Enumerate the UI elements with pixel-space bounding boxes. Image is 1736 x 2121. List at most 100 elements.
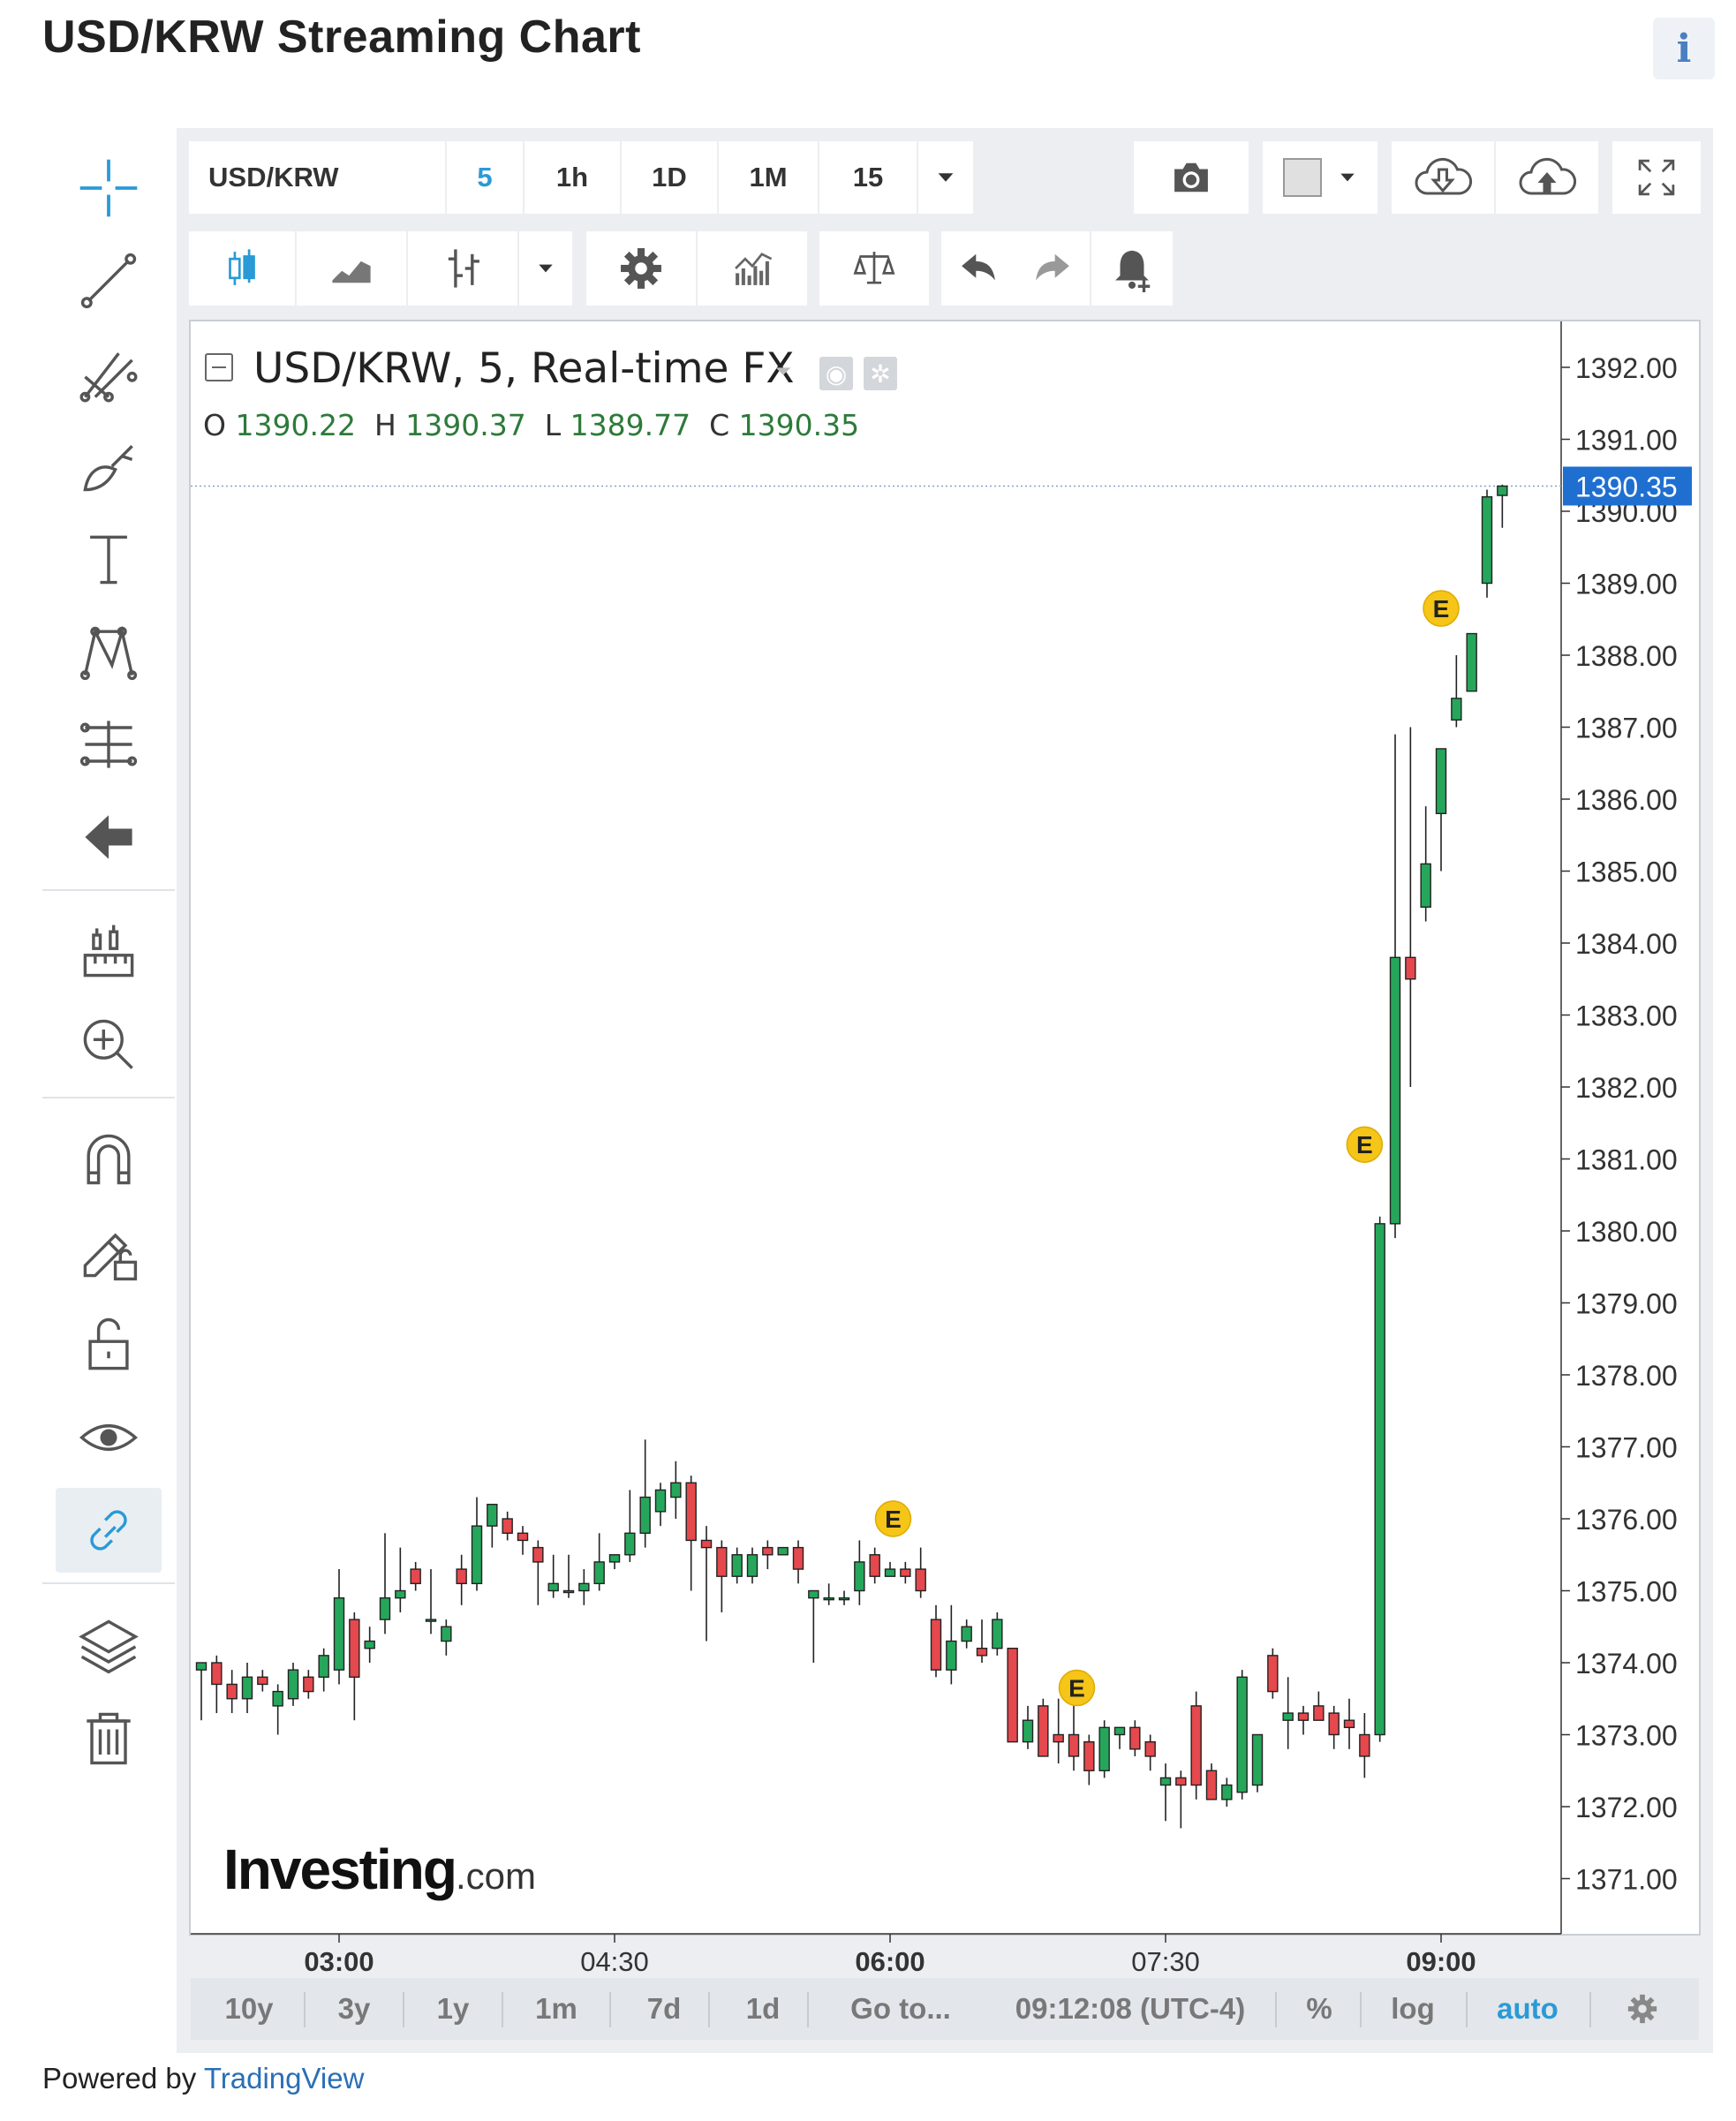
prediction-icon[interactable] — [56, 702, 162, 787]
range-1m-button[interactable]: 1m — [535, 1992, 577, 2025]
candle — [792, 1540, 804, 1584]
range-10y-button[interactable]: 10y — [224, 1992, 274, 2025]
event-marker[interactable]: E — [1346, 1126, 1384, 1163]
chevron-down-icon[interactable] — [773, 360, 794, 381]
text-icon[interactable] — [56, 517, 162, 601]
auto-scale-button[interactable]: auto — [1497, 1992, 1559, 2025]
event-marker[interactable]: E — [1058, 1669, 1096, 1707]
candle — [1374, 1216, 1385, 1742]
trash-icon[interactable] — [56, 1695, 162, 1780]
eye-visibility-icon[interactable]: ◉ — [819, 357, 853, 390]
brush-icon[interactable] — [56, 424, 162, 509]
candle — [379, 1533, 391, 1634]
compare-button[interactable] — [408, 231, 517, 306]
candle — [1022, 1705, 1034, 1749]
tradingview-link[interactable]: TradingView — [203, 2062, 365, 2095]
layers-icon[interactable] — [56, 1603, 162, 1687]
chart-pane[interactable] — [189, 320, 1701, 1936]
line-chart-icon — [332, 260, 371, 283]
chart-settings-button[interactable] — [1616, 1985, 1669, 2033]
indicators-button[interactable] — [698, 231, 807, 306]
candle — [318, 1648, 329, 1692]
load-chart-button[interactable] — [1392, 141, 1494, 214]
percent-scale-button[interactable]: % — [1306, 1992, 1332, 2025]
interval-1d-button[interactable]: 1D — [622, 141, 717, 214]
open-value: 1390.22 — [235, 408, 356, 442]
range-1y-button[interactable]: 1y — [436, 1992, 470, 2025]
symbol-search-input[interactable]: USD/KRW — [189, 141, 445, 214]
zoom-in-icon[interactable] — [56, 1002, 162, 1087]
candle — [1267, 1648, 1279, 1699]
y-tick-label: 1388.00 — [1575, 640, 1678, 672]
clock-readout[interactable]: 09:12:08 (UTC-4) — [1015, 1992, 1246, 2025]
trend-line-icon[interactable] — [56, 238, 162, 323]
alert-button[interactable] — [1091, 231, 1173, 306]
fullscreen-button[interactable] — [1612, 141, 1701, 214]
candle — [746, 1547, 759, 1584]
legend-collapse-button[interactable] — [205, 353, 233, 381]
indicators-icon — [735, 253, 773, 285]
interval-1h-button[interactable]: 1h — [525, 141, 620, 214]
measure-icon[interactable] — [56, 910, 162, 994]
range-3y-button[interactable]: 3y — [337, 1992, 371, 2025]
candle — [1313, 1691, 1325, 1721]
candle — [562, 1554, 575, 1598]
lock-drawing-icon[interactable] — [56, 1210, 162, 1294]
goto-button[interactable]: Go to... — [850, 1992, 951, 2025]
candle — [1068, 1705, 1080, 1771]
range-7d-button[interactable]: 7d — [646, 1992, 682, 2025]
candle — [854, 1540, 865, 1605]
svg-text:E: E — [1433, 595, 1450, 623]
settings-button[interactable] — [586, 231, 696, 306]
y-tick-label: 1375.00 — [1575, 1576, 1678, 1608]
link-icon[interactable] — [56, 1488, 162, 1573]
candle — [1251, 1733, 1264, 1793]
interval-1m-button[interactable]: 1M — [719, 141, 818, 214]
chevron-down-icon — [539, 264, 553, 273]
candle — [1405, 727, 1416, 1087]
crosshair-icon[interactable] — [56, 146, 162, 230]
eye-icon[interactable] — [56, 1395, 162, 1480]
compare-symbols-button[interactable] — [819, 231, 929, 306]
x-tick-label: 03:00 — [304, 1946, 374, 1977]
line-chart-button[interactable] — [297, 231, 406, 306]
save-chart-button[interactable] — [1496, 141, 1598, 214]
settings-gear-icon[interactable]: ✲ — [864, 357, 897, 390]
pattern-icon[interactable] — [56, 609, 162, 694]
info-button[interactable]: i — [1653, 18, 1715, 79]
chart-style-dropdown[interactable] — [519, 231, 572, 306]
interval-5-button[interactable]: 5 — [447, 141, 523, 214]
back-arrow-icon[interactable] — [56, 795, 162, 879]
svg-text:E: E — [1068, 1675, 1085, 1702]
undo-button[interactable] — [941, 231, 1015, 306]
magnet-icon[interactable] — [56, 1117, 162, 1202]
redo-button[interactable] — [1015, 231, 1090, 306]
candlestick-chart[interactable]: 1392.001391.001390.001389.001388.001387.… — [191, 321, 1699, 1978]
interval-15-button[interactable]: 15 — [819, 141, 917, 214]
y-tick-label: 1389.00 — [1575, 569, 1678, 600]
event-marker[interactable]: E — [1423, 590, 1460, 627]
y-tick-label: 1385.00 — [1575, 857, 1678, 888]
pitchfork-icon[interactable] — [56, 331, 162, 416]
lock-icon[interactable] — [56, 1302, 162, 1387]
y-tick-label: 1381.00 — [1575, 1144, 1678, 1176]
event-marker[interactable]: E — [874, 1500, 912, 1537]
candle — [272, 1684, 283, 1735]
settings-gear-icon — [1627, 1994, 1657, 2024]
interval-dropdown-button[interactable] — [918, 141, 973, 214]
candle — [1435, 748, 1447, 872]
log-scale-button[interactable]: log — [1391, 1992, 1435, 2025]
candle — [410, 1561, 421, 1591]
candle — [364, 1627, 375, 1663]
x-tick-label: 09:00 — [1406, 1946, 1476, 1977]
screenshot-button[interactable] — [1134, 141, 1249, 214]
candle — [716, 1540, 728, 1612]
color-picker-button[interactable] — [1263, 141, 1377, 214]
candles-button[interactable] — [189, 231, 295, 306]
y-tick-label: 1386.00 — [1575, 784, 1678, 816]
range-1d-button[interactable]: 1d — [745, 1992, 781, 2025]
candle — [731, 1547, 743, 1584]
candles-icon — [229, 249, 255, 285]
candle — [578, 1569, 590, 1605]
candle — [639, 1439, 651, 1548]
